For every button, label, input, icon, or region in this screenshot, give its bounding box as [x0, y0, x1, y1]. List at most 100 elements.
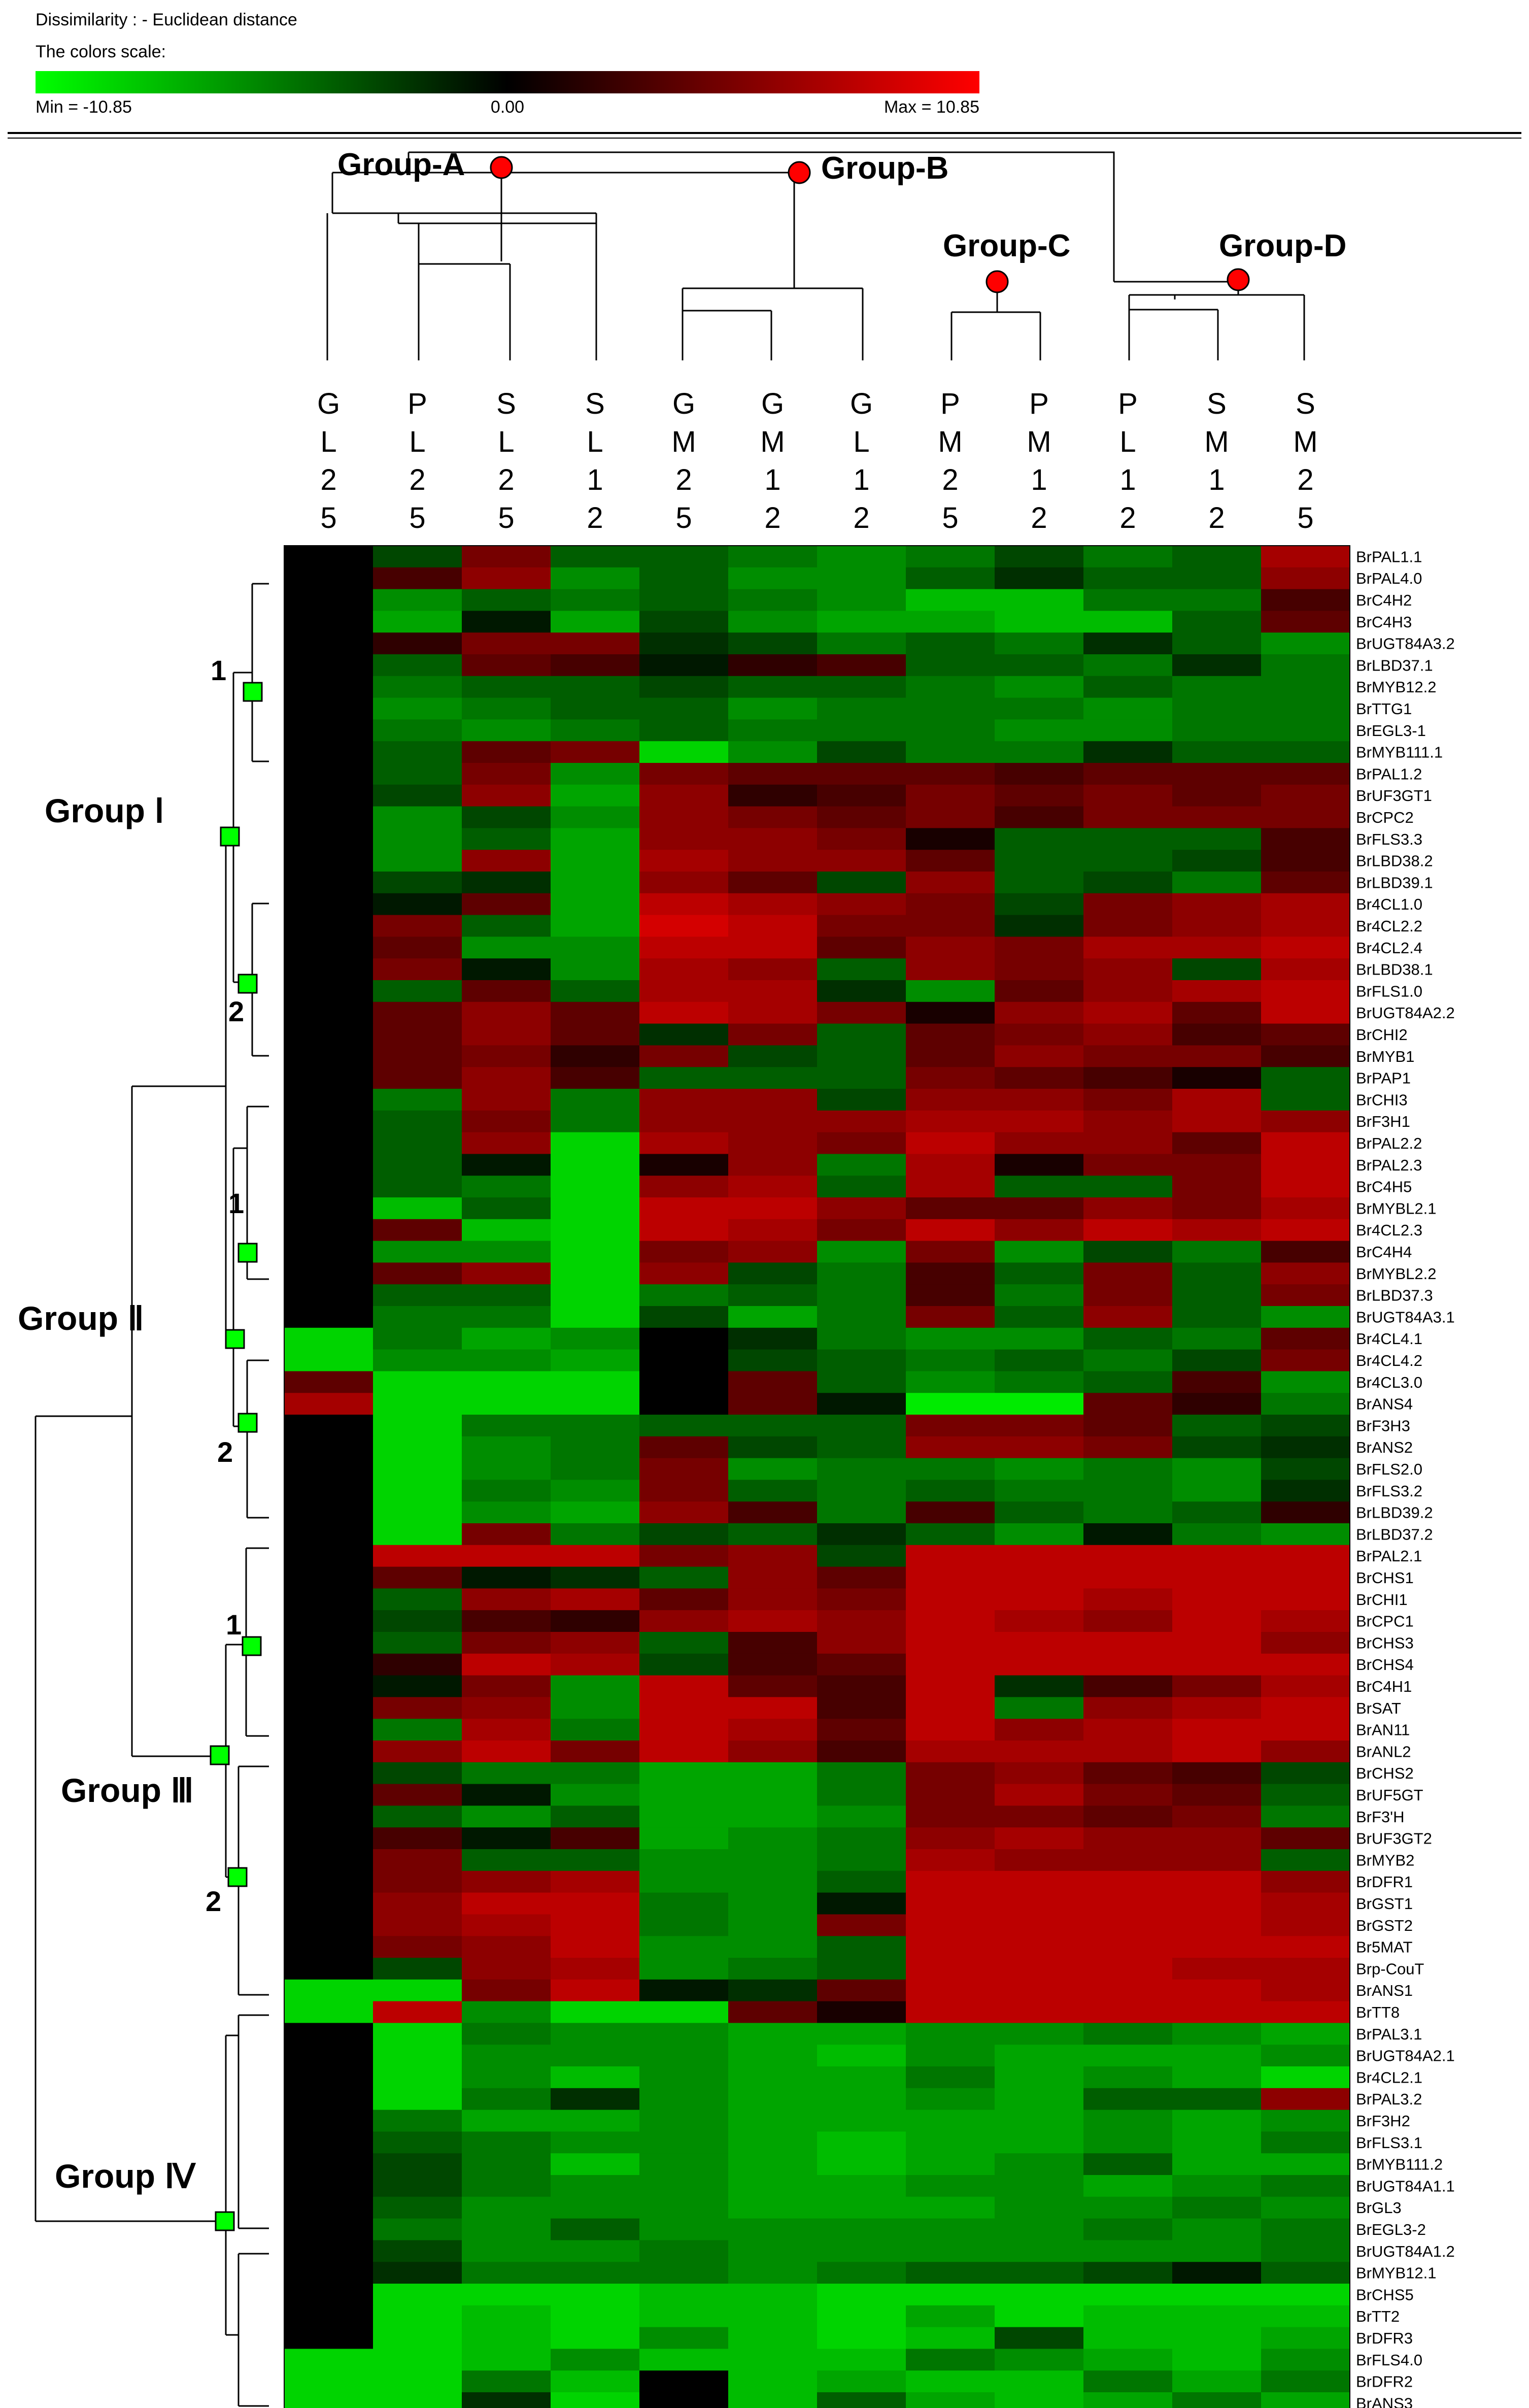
heatmap-cell: [995, 1110, 1084, 1133]
heatmap-cell: [1083, 1219, 1173, 1242]
column-label-char: 2: [942, 463, 958, 496]
column-label-char: 1: [1031, 463, 1047, 496]
heatmap-cell: [728, 1371, 818, 1393]
heatmap-cell: [817, 654, 906, 677]
heatmap-cell: [817, 632, 906, 655]
row-label: BrUGT84A1.2: [1356, 2243, 1455, 2260]
heatmap-cell: [1261, 937, 1350, 959]
heatmap-cell: [1261, 2305, 1350, 2328]
heatmap-cell: [639, 1936, 729, 1958]
heatmap-cell: [1261, 1089, 1350, 1111]
heatmap-cell: [906, 2327, 995, 2349]
heatmap-cell: [551, 654, 640, 677]
heatmap-cell: [639, 1001, 729, 1024]
heatmap-cell: [551, 1566, 640, 1589]
heatmap-cell: [1172, 2240, 1262, 2262]
heatmap-cell: [728, 2088, 818, 2111]
heatmap-cell: [1261, 1697, 1350, 1719]
heatmap-cell: [1172, 2110, 1262, 2132]
heatmap-cell: [1083, 1545, 1173, 1567]
heatmap-cell: [284, 2110, 373, 2132]
heatmap-cell: [639, 1436, 729, 1459]
heatmap-cell: [1083, 1566, 1173, 1589]
heatmap-cell: [1172, 1827, 1262, 1850]
heatmap-cell: [1083, 1697, 1173, 1719]
heatmap-cell: [1172, 719, 1262, 742]
heatmap-cell: [639, 2327, 729, 2349]
heatmap-cell: [906, 1849, 995, 1871]
heatmap-cell: [906, 2045, 995, 2067]
column-label-char: 2: [320, 463, 336, 496]
heatmap-cell: [1083, 1610, 1173, 1632]
row-label: BrFLS3.2: [1356, 1482, 1422, 1500]
heatmap-cell: [462, 1349, 551, 1372]
heatmap-cell: [1261, 1632, 1350, 1654]
heatmap-cell: [373, 719, 462, 742]
heatmap-cell: [906, 872, 995, 894]
heatmap-cell: [817, 1371, 906, 1393]
heatmap-cell: [373, 1067, 462, 1089]
heatmap-cell: [728, 1176, 818, 1198]
heatmap-cell: [373, 611, 462, 633]
row-label: BrMYB12.2: [1356, 678, 1437, 696]
label-group-3: Group Ⅲ: [61, 1771, 194, 1809]
heatmap-cell: [373, 1023, 462, 1046]
heatmap-cell: [728, 1958, 818, 1980]
heatmap-cell: [1261, 1480, 1350, 1502]
heatmap-cell: [995, 1089, 1084, 1111]
heatmap-cell: [639, 2088, 729, 2111]
heatmap-cell: [995, 676, 1084, 698]
heatmap-cell: [1083, 2349, 1173, 2371]
heatmap-cell: [1172, 1936, 1262, 1958]
heatmap-cell: [728, 2392, 818, 2408]
heatmap-cell: [1172, 915, 1262, 937]
heatmap-cell: [462, 1805, 551, 1828]
heatmap-cell: [728, 1045, 818, 1067]
heatmap-cell: [284, 2305, 373, 2328]
heatmap-cell: [995, 1675, 1084, 1697]
column-label-char: 2: [764, 501, 780, 534]
heatmap-cell: [639, 1393, 729, 1415]
heatmap-cell: [639, 1849, 729, 1871]
heatmap-cell: [995, 1371, 1084, 1393]
heatmap-cell: [462, 2327, 551, 2349]
heatmap-cell: [817, 1393, 906, 1415]
heatmap-cell: [995, 2110, 1084, 2132]
heatmap-cell: [551, 589, 640, 611]
heatmap-cell: [462, 1653, 551, 1676]
heatmap-cell: [995, 546, 1084, 568]
row-label: Br5MAT: [1356, 1938, 1412, 1956]
row-label: BrC4H2: [1356, 591, 1412, 609]
heatmap-cell: [995, 1154, 1084, 1176]
heatmap-cell: [906, 1958, 995, 1980]
heatmap-cell: [551, 632, 640, 655]
column-label-char: L: [409, 425, 425, 458]
heatmap-cell: [462, 697, 551, 720]
node-group-a: [490, 156, 513, 179]
heatmap-cell: [817, 1154, 906, 1176]
heatmap-cell: [728, 1501, 818, 1524]
heatmap-cell: [551, 676, 640, 698]
heatmap-cell: [1261, 1110, 1350, 1133]
column-label-char: S: [496, 387, 516, 420]
heatmap-cell: [995, 2001, 1084, 2023]
heatmap-cell: [1083, 1327, 1173, 1350]
heatmap-cell: [551, 1892, 640, 1915]
row-label: Br4CL2.4: [1356, 939, 1422, 957]
heatmap-cell: [1261, 741, 1350, 763]
heatmap-cell: [817, 2110, 906, 2132]
heatmap-cell: [906, 1458, 995, 1480]
heatmap-cell: [373, 1045, 462, 1067]
heatmap-cell: [1172, 1849, 1262, 1871]
heatmap-cell: [1083, 980, 1173, 1002]
heatmap-cell: [551, 1675, 640, 1697]
heatmap-cell: [1261, 1067, 1350, 1089]
heatmap-cell: [551, 1219, 640, 1242]
heatmap-cell: [906, 937, 995, 959]
row-label: BrUF3GT2: [1356, 1830, 1432, 1848]
row-label: BrTT8: [1356, 2003, 1400, 2021]
heatmap-cell: [1083, 1480, 1173, 1502]
heatmap-cell: [284, 1892, 373, 1915]
heatmap-cell: [995, 1523, 1084, 1546]
heatmap-cell: [1172, 632, 1262, 655]
